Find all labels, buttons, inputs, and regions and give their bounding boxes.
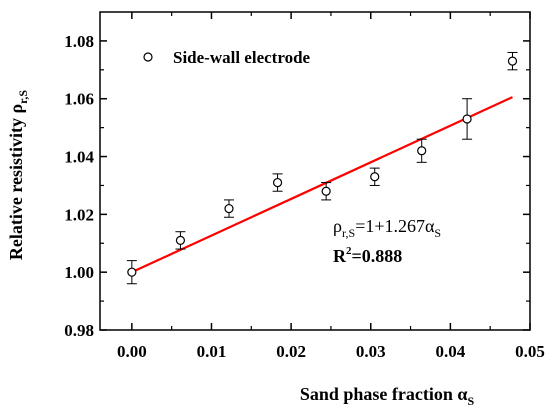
fit-equation-sub-s: S: [434, 226, 441, 240]
y-axis-title-sub: r,S: [16, 90, 30, 104]
legend: Side-wall electrode: [143, 48, 311, 67]
r2-value: =0.888: [352, 246, 403, 266]
x-tick-label-1: 0.01: [197, 342, 227, 361]
fit-equation-sub-rs: r,S: [342, 226, 355, 240]
y-axis-title: Relative resistivity ρr,S: [6, 90, 30, 260]
legend-marker-open-circle: [143, 52, 153, 62]
fit-line: [131, 96, 513, 274]
r2-R: R: [333, 246, 347, 266]
x-axis-title-sub: S: [467, 394, 474, 408]
fit-r-squared: R2=0.888: [333, 245, 402, 266]
x-axis-title-main: Sand phase fraction α: [300, 384, 468, 404]
y-tick-label-0: 0.98: [64, 321, 94, 340]
data-point-2: [224, 203, 234, 214]
x-tick-label-4: 0.04: [435, 342, 465, 361]
data-point-8: [507, 56, 518, 66]
x-tick-label-5: 0.05: [515, 342, 545, 361]
x-tick-label-3: 0.03: [356, 342, 386, 361]
x-tick-label-2: 0.02: [276, 342, 306, 361]
y-axis-title-main: Relative resistivity ρ: [6, 104, 26, 260]
data-point-3: [272, 177, 283, 188]
fit-equation: ρr,S=1+1.267αS: [333, 216, 441, 240]
r2-superscript: 2: [346, 245, 352, 257]
data-point-7: [462, 114, 472, 124]
fit-equation-rho: ρ: [333, 216, 342, 236]
fit-equation-body: =1+1.267α: [355, 216, 435, 236]
data-point-5: [370, 172, 380, 182]
y-tick-label-2: 1.02: [64, 205, 94, 224]
x-tick-label-0: 0.00: [117, 342, 147, 361]
data-point-4: [321, 186, 331, 196]
data-point-1: [175, 235, 186, 245]
y-tick-label-3: 1.04: [64, 148, 94, 167]
data-point-6: [417, 146, 427, 156]
y-tick-label-5: 1.08: [64, 32, 94, 51]
legend-label: Side-wall electrode: [173, 48, 311, 67]
plot-frame: [99, 11, 531, 331]
data-point-0: [127, 267, 137, 277]
y-tick-label-4: 1.06: [64, 90, 94, 109]
x-axis-title: Sand phase fraction αS: [300, 384, 475, 408]
y-tick-label-1: 1.00: [64, 263, 94, 282]
